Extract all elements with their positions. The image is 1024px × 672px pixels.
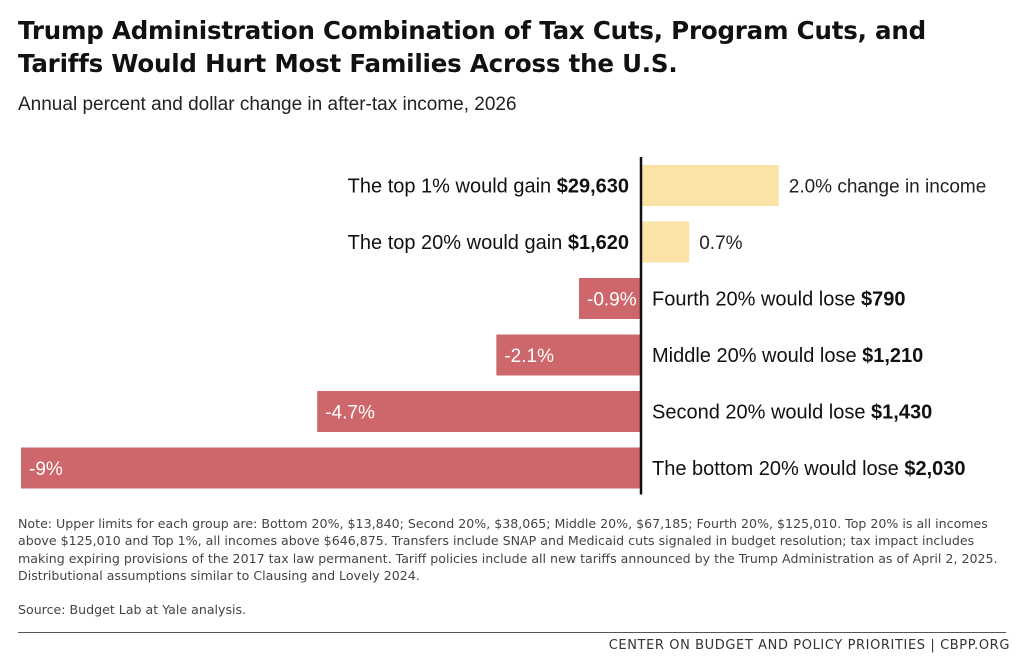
bar-value-label-0: 2.0% change in income	[789, 177, 987, 198]
chart-note: Note: Upper limits for each group are: B…	[18, 516, 998, 584]
bar-1	[641, 221, 690, 263]
footer-divider	[18, 632, 1006, 633]
bar-chart: 2.0% change in income The top 1% would ga…	[21, 157, 987, 495]
bar-value-label-2: -0.9%	[587, 290, 637, 311]
category-label-1: The top 20% would gain $1,620	[348, 232, 629, 254]
bar-value-label-1: 0.7%	[699, 233, 742, 254]
bar-4	[317, 391, 641, 432]
category-label-3: Middle 20% would lose $1,210	[652, 345, 923, 367]
chart-title: Trump Administration Combination of Tax …	[18, 16, 926, 78]
category-label-0: The top 1% would gain $29,630	[348, 176, 629, 198]
chart-source: Source: Budget Lab at Yale analysis.	[18, 602, 247, 617]
bar-value-label-4: -4.7%	[325, 403, 375, 424]
bar-2	[579, 278, 641, 319]
bar-5	[21, 447, 641, 489]
category-label-4: Second 20% would lose $1,430	[652, 402, 932, 424]
bar-value-label-3: -2.1%	[504, 346, 554, 367]
bar-3	[496, 334, 641, 376]
bar-0	[641, 165, 779, 206]
bar-value-label-5: -9%	[29, 459, 63, 480]
chart-subtitle: Annual percent and dollar change in afte…	[18, 94, 517, 115]
category-label-5: The bottom 20% would lose $2,030	[652, 458, 966, 480]
category-label-2: Fourth 20% would lose $790	[652, 289, 906, 311]
footer-credit: CENTER ON BUDGET AND POLICY PRIORITIES |…	[608, 638, 1010, 653]
